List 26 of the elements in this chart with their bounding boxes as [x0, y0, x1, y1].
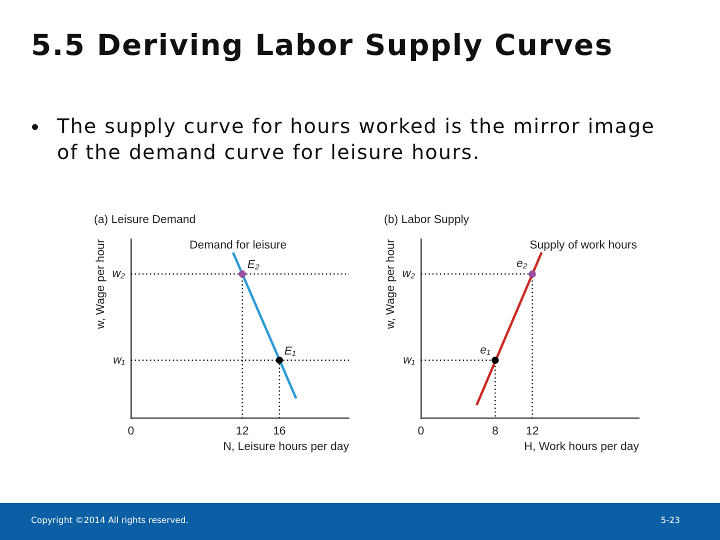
- annotation: w₂: [112, 268, 126, 280]
- x-tick-label: 12: [236, 425, 249, 438]
- x-tick-label: 0: [128, 425, 134, 438]
- y-axis-title: w, Wage per hour: [385, 239, 398, 330]
- chart-title: (a) Leisure Demand: [94, 214, 196, 226]
- annotation: E₁: [284, 345, 296, 358]
- annotation: w₁: [403, 354, 416, 366]
- x-axis-title: N, Leisure hours per day: [223, 440, 350, 453]
- annotation: w₂: [402, 268, 416, 280]
- annotation: w₁: [113, 354, 126, 366]
- text: 5.5 Deriving Labor Supply Curves: [31, 28, 614, 62]
- text: The supply curve for hours worked is the mirror image of the demand curve for leisure hours.: [57, 114, 656, 166]
- text: 5-23: [660, 515, 680, 527]
- y-axis-title: w, Wage per hour: [95, 239, 108, 330]
- annotation: e₁: [480, 344, 491, 356]
- chart-title: (b) Labor Supply: [384, 214, 470, 226]
- series-label: Supply of work hours: [530, 240, 638, 252]
- annotation: e₂: [516, 258, 528, 270]
- text: Copyright ©2014 All rights reserved.: [31, 515, 188, 527]
- series-label: Demand for leisure: [189, 240, 287, 252]
- annotation: E₂: [247, 259, 260, 272]
- x-axis-title: H, Work hours per day: [524, 440, 640, 453]
- x-tick-label: 8: [492, 425, 498, 438]
- x-tick-label: 0: [418, 425, 424, 438]
- x-tick-label: 16: [273, 425, 286, 438]
- x-tick-label: 12: [526, 425, 539, 438]
